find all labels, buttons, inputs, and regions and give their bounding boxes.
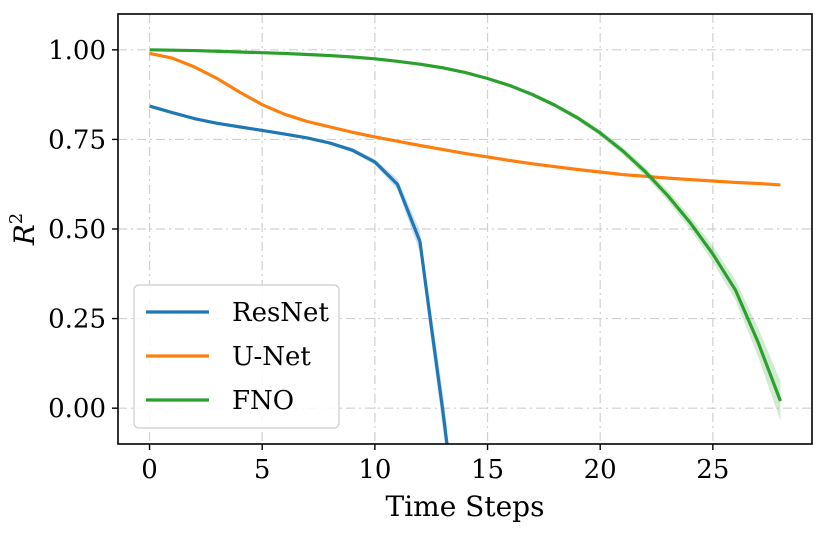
fno-series-line (149, 48, 782, 402)
plot-area (149, 48, 782, 444)
y-axis-label-base: R (8, 224, 41, 246)
x-tick-label: 15 (471, 455, 504, 485)
y-tick-label: 0.50 (48, 215, 106, 245)
y-tick-label: 0.25 (48, 305, 106, 335)
y-axis-label-text: R2 (6, 213, 41, 247)
legend: ResNet U-Net FNO (133, 284, 340, 429)
axis-ticks: 0 5 10 15 20 25 0.00 0.25 0.50 0.75 1.00 (48, 36, 729, 485)
x-tick-label: 25 (696, 455, 729, 485)
x-tick-label: 10 (358, 455, 391, 485)
y-axis-label-superscript: 2 (6, 213, 27, 224)
x-tick-label: 0 (141, 455, 158, 485)
y-tick-label: 0.75 (48, 125, 106, 155)
legend-label-u-net: U-Net (232, 342, 311, 372)
y-tick-label: 1.00 (48, 36, 106, 66)
legend-label-resnet: ResNet (232, 298, 329, 328)
u-net-series-line (149, 51, 781, 187)
x-tick-label: 20 (584, 455, 617, 485)
x-tick-label: 5 (254, 455, 271, 485)
y-tick-label: 0.00 (48, 394, 106, 424)
y-axis-label: R2 (6, 213, 41, 247)
resnet-series-line (149, 104, 449, 444)
x-axis-label: Time Steps (386, 490, 545, 523)
legend-box (133, 284, 340, 429)
legend-label-fno: FNO (232, 386, 294, 416)
